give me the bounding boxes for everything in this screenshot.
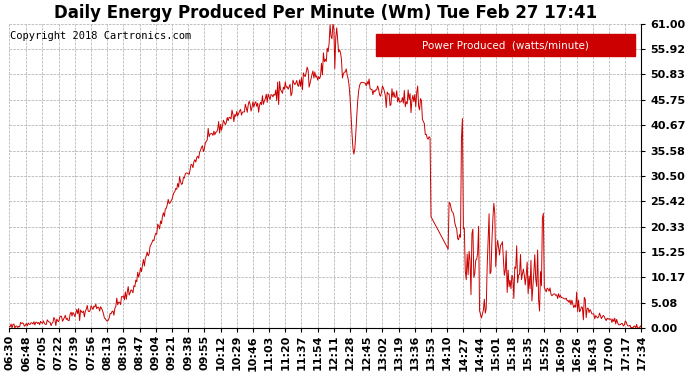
Text: Copyright 2018 Cartronics.com: Copyright 2018 Cartronics.com xyxy=(10,32,192,41)
Title: Daily Energy Produced Per Minute (Wm) Tue Feb 27 17:41: Daily Energy Produced Per Minute (Wm) Tu… xyxy=(54,4,597,22)
FancyBboxPatch shape xyxy=(376,34,635,56)
Text: Power Produced  (watts/minute): Power Produced (watts/minute) xyxy=(422,40,589,50)
